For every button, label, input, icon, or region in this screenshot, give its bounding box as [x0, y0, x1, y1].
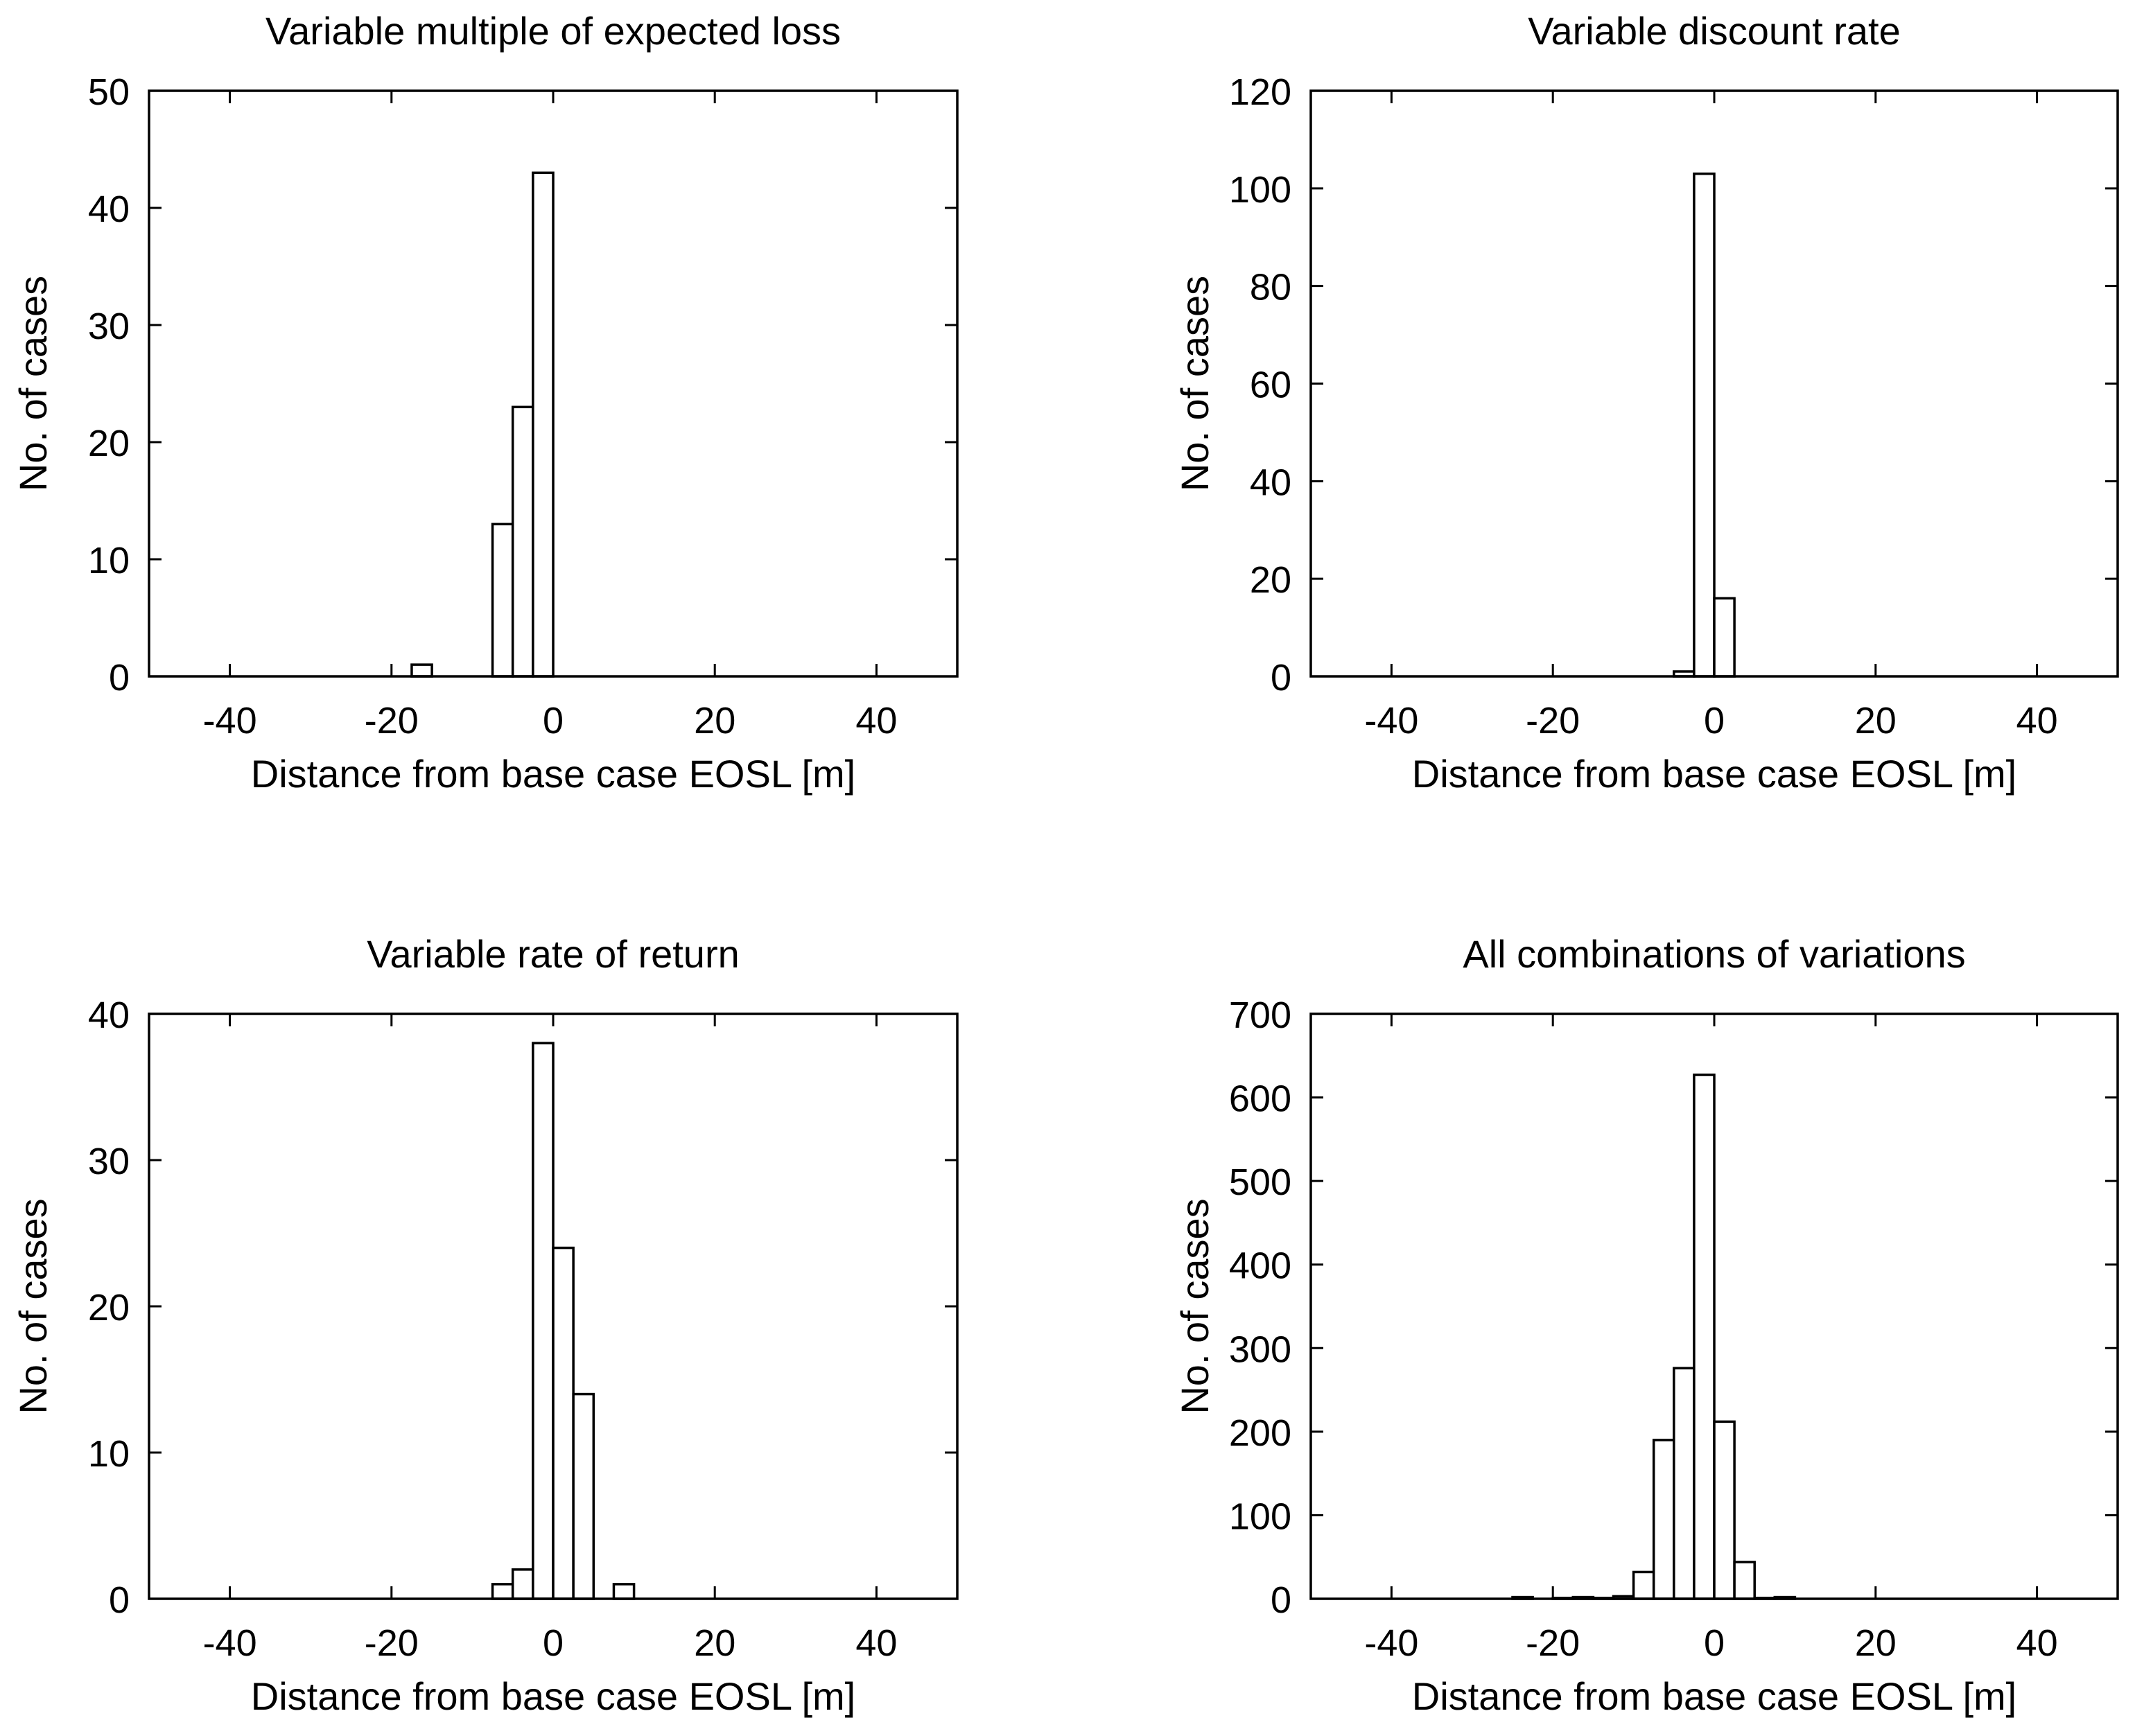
x-tick-label: 0	[1704, 700, 1725, 742]
x-axis-label: Distance from base case EOSL [m]	[251, 1674, 855, 1718]
y-tick-label: 80	[1250, 267, 1291, 308]
x-tick-label: -20	[365, 1622, 419, 1664]
x-tick-label: -40	[203, 700, 257, 742]
histogram-bar	[511, 405, 534, 678]
y-tick-label: 100	[1229, 1496, 1291, 1537]
histogram-bar	[491, 523, 514, 678]
y-tick-label: 0	[1271, 657, 1291, 699]
x-tick-label: -20	[1526, 1622, 1580, 1664]
y-tick-label: 0	[1271, 1579, 1291, 1621]
y-tick-label: 0	[109, 1579, 130, 1621]
histogram-bar	[1693, 172, 1716, 678]
x-axis-label: Distance from base case EOSL [m]	[1412, 752, 2016, 796]
x-tick-label: 40	[855, 1622, 897, 1664]
y-tick-label: 500	[1229, 1161, 1291, 1203]
x-tick-label: -40	[203, 1622, 257, 1664]
y-axis-label: No. of cases	[11, 1198, 55, 1414]
histogram-bar	[1693, 1073, 1716, 1600]
histogram-panel-3: -40 -20 0 20 40 0 10 20 30 40 Variable rate of ret…	[11, 932, 959, 1718]
histogram-bar	[511, 1568, 534, 1600]
y-tick-label: 20	[88, 423, 130, 464]
histogram-bar	[1713, 597, 1736, 678]
y-tick-label: 20	[88, 1287, 130, 1329]
x-tick-label: -20	[1526, 700, 1580, 742]
histogram-bar	[1632, 1570, 1655, 1600]
y-tick-label: 20	[1250, 559, 1291, 601]
y-tick-label: 120	[1229, 71, 1291, 113]
x-tick-label: 0	[543, 1622, 564, 1664]
y-tick-label: 40	[88, 188, 130, 230]
chart-title: Variable discount rate	[1528, 9, 1901, 53]
y-tick-label: 400	[1229, 1245, 1291, 1287]
y-tick-label: 100	[1229, 169, 1291, 211]
x-tick-label: 20	[694, 700, 735, 742]
chart-title: All combinations of variations	[1463, 932, 1965, 976]
histogram-bar	[532, 1042, 555, 1600]
x-axis-label: Distance from base case EOSL [m]	[251, 752, 855, 796]
x-tick-label: -40	[1364, 700, 1418, 742]
y-tick-label: 700	[1229, 994, 1291, 1036]
histogram-bar	[491, 1583, 514, 1600]
y-axis-label: No. of cases	[1173, 1198, 1217, 1414]
y-tick-label: 10	[88, 1433, 130, 1475]
histogram-bar	[572, 1392, 595, 1600]
x-tick-label: 40	[2016, 700, 2058, 742]
chart-title: Variable rate of return	[367, 932, 739, 976]
histogram-bar	[1733, 1561, 1756, 1600]
histogram-bar	[410, 663, 433, 678]
y-tick-label: 30	[88, 1141, 130, 1182]
y-tick-label: 0	[109, 657, 130, 699]
histogram-bar	[1652, 1439, 1675, 1600]
y-axis-label: No. of cases	[1173, 276, 1217, 491]
x-tick-label: 0	[1704, 1622, 1725, 1664]
histogram-bar	[1713, 1420, 1736, 1600]
y-tick-label: 300	[1229, 1329, 1291, 1370]
y-tick-label: 40	[1250, 462, 1291, 503]
y-tick-label: 10	[88, 540, 130, 581]
x-axis-label: Distance from base case EOSL [m]	[1412, 1674, 2016, 1718]
histogram-panel-1: -40 -20 0 20 40 0 10 20 30 40 50 Variable multiple …	[11, 9, 959, 796]
histogram-panel-2: -40 -20 0 20 40 0 20 40 60 80 100 120 Variable disco…	[1173, 9, 2119, 796]
chart-title: Variable multiple of expected loss	[265, 9, 841, 53]
y-tick-label: 40	[88, 994, 130, 1036]
y-tick-label: 30	[88, 306, 130, 347]
y-tick-label: 50	[88, 71, 130, 113]
histogram-bar	[1673, 1367, 1696, 1600]
y-axis-label: No. of cases	[11, 276, 55, 491]
x-tick-label: -20	[365, 700, 419, 742]
x-tick-label: 20	[694, 1622, 735, 1664]
histogram-bar	[552, 1246, 575, 1600]
x-tick-label: 0	[543, 700, 564, 742]
y-tick-label: 60	[1250, 365, 1291, 406]
x-tick-label: -40	[1364, 1622, 1418, 1664]
x-tick-label: 40	[855, 700, 897, 742]
histogram-bar	[612, 1583, 636, 1600]
x-tick-label: 20	[1855, 1622, 1897, 1664]
histogram-bar	[532, 171, 555, 678]
y-tick-label: 600	[1229, 1078, 1291, 1120]
x-tick-label: 20	[1855, 700, 1897, 742]
y-tick-label: 200	[1229, 1412, 1291, 1454]
x-tick-label: 40	[2016, 1622, 2058, 1664]
